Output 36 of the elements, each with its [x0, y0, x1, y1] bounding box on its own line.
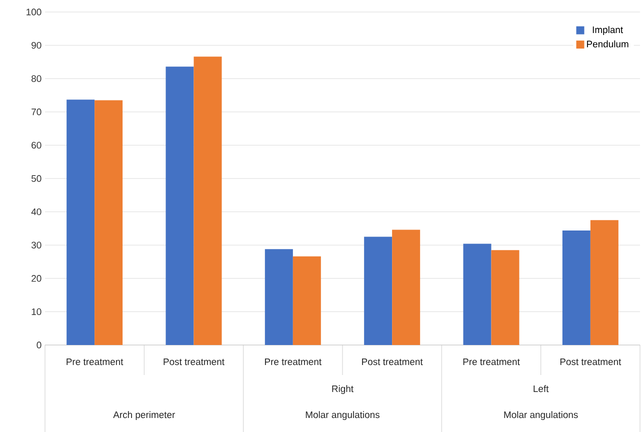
x-tick-label: Pre treatment	[265, 358, 322, 366]
bar	[194, 56, 222, 345]
y-tick-label: 0	[36, 342, 42, 348]
bar	[94, 100, 123, 345]
text: Right	[332, 385, 354, 394]
legend-label: Pendulum	[587, 40, 628, 48]
y-tick-label: 50	[31, 175, 42, 182]
y-tick-label: 60	[32, 142, 42, 149]
x-tick-label: Post treatment	[362, 358, 423, 366]
bar	[463, 244, 492, 345]
y-tick-label: 80	[32, 75, 42, 82]
bar	[292, 256, 321, 345]
bar	[364, 236, 392, 345]
y-tick-label: 100	[26, 8, 42, 16]
text: Molar angulations	[306, 411, 380, 420]
bar	[562, 230, 590, 345]
x-tick-label: Pre treatment	[463, 358, 520, 366]
x-tick-label: Post treatment	[560, 358, 622, 366]
legend-label: Implant	[592, 26, 624, 35]
bar	[392, 230, 420, 345]
y-tick-label: 10	[32, 308, 42, 316]
text: Molar angulations	[504, 411, 578, 420]
y-tick-label: 30	[31, 242, 42, 248]
bar	[264, 249, 293, 345]
text: Arch perimeter	[113, 411, 176, 420]
x-tick-label: Post treatment	[164, 358, 224, 366]
x-tick-label: Pre treatment	[66, 358, 124, 366]
y-tick-label: 90	[32, 42, 42, 49]
y-tick-label: 70	[32, 108, 42, 116]
bar	[66, 100, 95, 345]
bar	[590, 220, 618, 345]
text: Left	[534, 385, 549, 392]
y-tick-label: 40	[31, 208, 42, 216]
bar	[166, 66, 194, 345]
y-tick-label: 20	[32, 275, 42, 282]
bar	[491, 250, 520, 345]
